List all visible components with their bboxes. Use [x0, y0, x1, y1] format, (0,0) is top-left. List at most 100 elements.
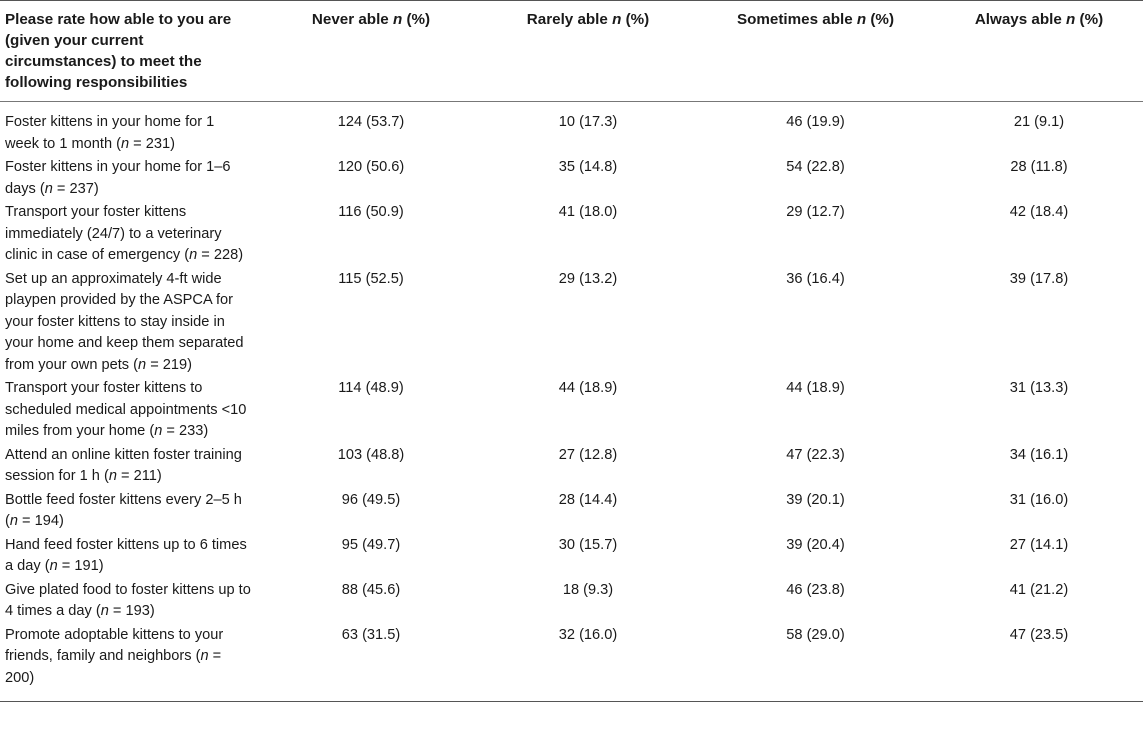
cell-always-able: 47 (23.5)	[1009, 626, 1069, 643]
row-n-symbol: n	[200, 648, 209, 664]
row-n-symbol: n	[189, 247, 198, 263]
header-never-able-label: Never able	[311, 11, 393, 28]
row-label-text: Promote adoptable kittens to your friend…	[5, 626, 224, 665]
cell-sometimes-able: 47 (22.3)	[786, 446, 845, 463]
row-n-value: = 211)	[116, 468, 162, 484]
row-label-text: Transport your foster kittens immediatel…	[5, 204, 222, 263]
cell-sometimes-able: 36 (16.4)	[786, 270, 845, 287]
row-n-value: = 228)	[197, 247, 244, 263]
cell-rarely-able: 30 (15.7)	[558, 536, 618, 553]
row-label-text: Give plated food to foster kittens up to…	[5, 581, 251, 620]
cell-always-able: 34 (16.1)	[1009, 446, 1069, 463]
cell-rarely-able: 27 (12.8)	[558, 446, 618, 463]
header-n-symbol: n	[392, 11, 403, 28]
table-row: Hand feed foster kittens up to 6 times a…	[0, 535, 1143, 580]
header-n-symbol: n	[856, 11, 867, 28]
row-responsibility: Promote adoptable kittens to your friend…	[0, 625, 262, 702]
row-responsibility: Give plated food to foster kittens up to…	[0, 580, 262, 625]
table-row: Foster kittens in your home for 1 week t…	[0, 102, 1143, 158]
row-label-text: Set up an approximately 4-ft wide plaype…	[5, 270, 244, 373]
table-row: Foster kittens in your home for 1–6 days…	[0, 157, 1143, 202]
cell-always-able: 27 (14.1)	[1009, 536, 1069, 553]
header-pct: (%)	[621, 11, 650, 28]
cell-always-able: 31 (13.3)	[1009, 380, 1069, 396]
row-label-text: Attend an online kitten foster training …	[5, 446, 242, 485]
header-always-able-label: Always able	[974, 11, 1067, 28]
cell-never-able: 116 (50.9)	[338, 204, 404, 220]
row-n-symbol: n	[49, 558, 58, 574]
row-n-symbol: n	[154, 423, 163, 439]
header-never-able: Never able n (%)	[262, 0, 480, 102]
cell-sometimes-able: 46 (19.9)	[786, 114, 845, 130]
row-label-text: Transport your foster kittens to schedul…	[5, 380, 247, 439]
row-label-text: Foster kittens in your home for 1–6 days…	[5, 159, 231, 197]
table-row: Bottle feed foster kittens every 2–5 h (…	[0, 490, 1143, 535]
row-n-value: = 200)	[5, 648, 222, 686]
cell-sometimes-able: 39 (20.1)	[786, 491, 845, 508]
responsibilities-table: Please rate how able to you are (given y…	[0, 0, 1143, 702]
cell-always-able: 31 (16.0)	[1009, 491, 1069, 508]
header-pct: (%)	[402, 11, 431, 28]
table-row: Promote adoptable kittens to your friend…	[0, 625, 1143, 702]
row-responsibility: Foster kittens in your home for 1–6 days…	[0, 157, 262, 202]
header-sometimes-able-label: Sometimes able	[737, 11, 857, 28]
cell-never-able: 114 (48.9)	[338, 380, 404, 396]
cell-sometimes-able: 44 (18.9)	[786, 380, 845, 396]
row-n-value: = 193)	[108, 603, 155, 619]
row-label-text: Bottle feed foster kittens every 2–5 h (	[5, 491, 242, 530]
cell-rarely-able: 35 (14.8)	[558, 159, 618, 175]
row-n-value: = 231)	[129, 135, 175, 152]
header-always-able: Always able n (%)	[935, 0, 1143, 102]
header-rarely-able-label: Rarely able	[526, 11, 613, 28]
cell-never-able: 120 (50.6)	[337, 159, 405, 175]
row-responsibility: Transport your foster kittens immediatel…	[0, 202, 262, 269]
cell-never-able: 103 (48.8)	[337, 446, 405, 463]
row-responsibility: Bottle feed foster kittens every 2–5 h (…	[0, 490, 262, 535]
row-responsibility: Hand feed foster kittens up to 6 times a…	[0, 535, 262, 580]
row-label-text: Foster kittens in your home for 1 week t…	[5, 114, 215, 152]
header-pct: (%)	[866, 11, 894, 28]
row-responsibility: Set up an approximately 4-ft wide plaype…	[0, 269, 262, 379]
header-pct: (%)	[1075, 11, 1104, 28]
cell-rarely-able: 18 (9.3)	[562, 581, 614, 598]
row-n-symbol: n	[44, 180, 53, 197]
cell-sometimes-able: 46 (23.8)	[786, 581, 845, 598]
row-n-value: = 194)	[18, 513, 64, 529]
cell-always-able: 21 (9.1)	[1013, 114, 1065, 130]
cell-never-able: 88 (45.6)	[341, 581, 401, 598]
row-n-value: = 191)	[57, 558, 104, 574]
cell-rarely-able: 41 (18.0)	[558, 204, 618, 220]
header-n-symbol: n	[1066, 11, 1076, 28]
cell-never-able: 96 (49.5)	[341, 491, 401, 508]
cell-rarely-able: 29 (13.2)	[558, 270, 618, 287]
row-n-symbol: n	[9, 513, 18, 529]
row-n-value: = 219)	[146, 356, 192, 373]
row-n-symbol: n	[138, 356, 147, 373]
cell-rarely-able: 10 (17.3)	[558, 114, 618, 130]
row-responsibility: Foster kittens in your home for 1 week t…	[0, 102, 262, 158]
cell-sometimes-able: 39 (20.4)	[786, 536, 845, 553]
cell-never-able: 115 (52.5)	[338, 270, 404, 287]
table-row: Set up an approximately 4-ft wide plaype…	[0, 269, 1143, 379]
table-row: Give plated food to foster kittens up to…	[0, 580, 1143, 625]
cell-sometimes-able: 29 (12.7)	[786, 204, 845, 220]
table-row: Transport your foster kittens immediatel…	[0, 202, 1143, 269]
table-row: Attend an online kitten foster training …	[0, 445, 1143, 490]
header-n-symbol: n	[612, 11, 622, 28]
row-responsibility: Attend an online kitten foster training …	[0, 445, 262, 490]
cell-never-able: 124 (53.7)	[337, 114, 405, 130]
header-responsibility: Please rate how able to you are (given y…	[0, 0, 262, 102]
cell-always-able: 41 (21.2)	[1009, 581, 1069, 598]
table-row: Transport your foster kittens to schedul…	[0, 378, 1143, 445]
cell-always-able: 28 (11.8)	[1010, 159, 1068, 175]
row-n-symbol: n	[108, 468, 117, 484]
header-sometimes-able: Sometimes able n (%)	[696, 0, 935, 102]
cell-never-able: 63 (31.5)	[341, 626, 401, 643]
cell-rarely-able: 32 (16.0)	[558, 626, 618, 643]
row-n-symbol: n	[121, 135, 130, 152]
row-n-value: = 233)	[162, 423, 209, 439]
header-rarely-able: Rarely able n (%)	[480, 0, 696, 102]
cell-sometimes-able: 58 (29.0)	[786, 626, 845, 643]
row-n-symbol: n	[100, 603, 109, 619]
